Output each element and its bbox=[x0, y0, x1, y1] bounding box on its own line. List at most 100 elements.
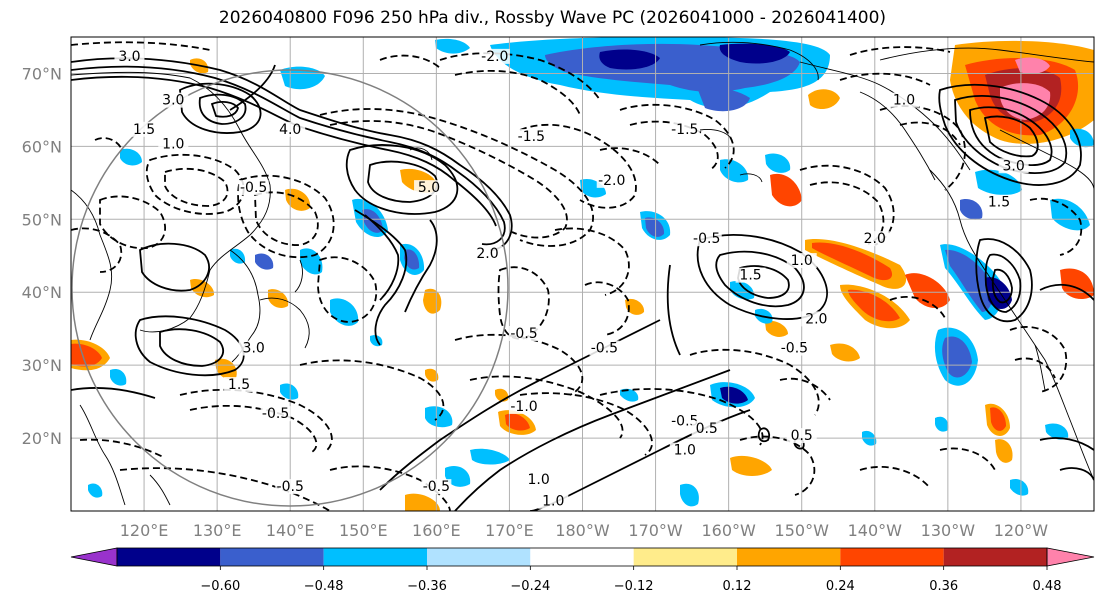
lon-tick-label: 130°E bbox=[193, 521, 242, 540]
wave-packet-circle bbox=[71, 69, 509, 507]
colorbar-segment bbox=[117, 548, 221, 566]
lat-tick-label: 60°N bbox=[22, 137, 62, 156]
contour-label: -0.5 bbox=[262, 406, 289, 422]
contour-label-bg bbox=[889, 92, 920, 108]
contour-label-bg bbox=[735, 267, 766, 283]
contour-label-bg bbox=[859, 231, 890, 247]
negative-contours bbox=[71, 41, 1083, 511]
colorbar-segment bbox=[943, 548, 1047, 566]
contour-label: -0.5 bbox=[423, 479, 450, 495]
contour-label-bg bbox=[984, 194, 1015, 210]
contour-label: -0.5 bbox=[671, 413, 698, 429]
contour-label: -1.5 bbox=[518, 129, 545, 145]
contour-label-bg bbox=[998, 158, 1029, 174]
colorbar-frame bbox=[116, 547, 1048, 567]
contour-label: 1.0 bbox=[893, 93, 915, 109]
figure-title: 2026040800 F096 250 hPa div., Rossby Wav… bbox=[218, 8, 887, 28]
contour-label-bg bbox=[786, 253, 817, 269]
colorbar-tick-label: −0.12 bbox=[614, 579, 654, 594]
colorbar-extend-min bbox=[70, 547, 118, 567]
lon-tick-label: 170°W bbox=[628, 521, 683, 540]
contour-label: -1.5 bbox=[671, 122, 698, 138]
contour-label: 1.0 bbox=[674, 443, 696, 459]
latitude-labels: 70°N 60°N 50°N 40°N 30°N 20°N bbox=[22, 64, 62, 448]
lat-tick-label: 50°N bbox=[22, 210, 62, 229]
contour-label-bg bbox=[472, 245, 503, 261]
contour-label: 1.5 bbox=[228, 377, 250, 393]
contour-label-bg bbox=[509, 398, 540, 414]
plot-frame bbox=[70, 36, 1095, 512]
contour-label-bg bbox=[158, 136, 189, 152]
colorbar-segment bbox=[427, 548, 531, 566]
lat-tick-label: 20°N bbox=[22, 429, 62, 448]
longitude-labels: 120°E 130°E 140°E 150°E 160°E 170°E 180°W 170°W… bbox=[120, 521, 1049, 540]
contour-label-bg bbox=[421, 479, 452, 495]
contour-label: 3.0 bbox=[118, 49, 140, 65]
colorbar-segment bbox=[737, 548, 841, 566]
contour-label: 1.5 bbox=[133, 122, 155, 138]
contour-label-bg bbox=[596, 172, 627, 188]
contour-label: 1.0 bbox=[162, 136, 184, 152]
contour-label: -0.5 bbox=[591, 341, 618, 357]
colorbar-segment bbox=[633, 548, 737, 566]
contour-label-bg bbox=[224, 377, 255, 393]
contour-label: 2.0 bbox=[805, 311, 827, 327]
contour-label: -0.5 bbox=[693, 231, 720, 247]
contour-label: 3.0 bbox=[243, 341, 265, 357]
contour-label: -2.0 bbox=[481, 49, 508, 65]
contour-label-bg bbox=[129, 121, 160, 137]
lon-tick-label: 160°W bbox=[701, 521, 756, 540]
colorbar-segment bbox=[530, 548, 634, 566]
lon-tick-label: 170°E bbox=[485, 521, 534, 540]
colorbar-segment bbox=[323, 548, 427, 566]
contour-label: 3.0 bbox=[162, 93, 184, 109]
colorbar-tick-label: −0.48 bbox=[304, 579, 344, 594]
colorbar-tick-label: −0.60 bbox=[200, 579, 240, 594]
lon-tick-label: 120°W bbox=[994, 521, 1049, 540]
contour-label-bg bbox=[158, 92, 189, 108]
colorbar-tick-label: 0.24 bbox=[826, 579, 855, 594]
contour-label-bg bbox=[779, 340, 810, 356]
contour-label-bg bbox=[589, 340, 620, 356]
contour-label: -2.0 bbox=[598, 173, 625, 189]
colorbar-tick-label: −0.24 bbox=[510, 579, 550, 594]
colorbar-tick-label: 0.36 bbox=[929, 579, 958, 594]
contour-label: 1.5 bbox=[739, 268, 761, 284]
contour-label-bg bbox=[669, 442, 700, 458]
contour-label-bg bbox=[414, 180, 445, 196]
contour-label-bg bbox=[538, 493, 569, 509]
contour-label: 5.0 bbox=[418, 180, 440, 196]
contour-label: 0.5 bbox=[696, 421, 718, 437]
positive-contours bbox=[71, 57, 1094, 511]
contour-label: 2.0 bbox=[864, 231, 886, 247]
lon-tick-label: 180°W bbox=[555, 521, 610, 540]
contour-label-bg bbox=[669, 121, 700, 137]
contour-label: 1.0 bbox=[528, 472, 550, 488]
contour-label: 2.0 bbox=[476, 246, 498, 262]
contour-label-bg bbox=[238, 340, 269, 356]
contour-label: -0.5 bbox=[781, 341, 808, 357]
colorbar-tick-label: −0.36 bbox=[407, 579, 447, 594]
lat-tick-label: 70°N bbox=[22, 64, 62, 83]
contour-label: -0.5 bbox=[240, 180, 267, 196]
lat-tick-label: 30°N bbox=[22, 356, 62, 375]
contour-label: 1.0 bbox=[542, 494, 564, 510]
colorbar: −0.60 −0.48 −0.36 −0.24 −0.12 0.12 0.24 0.36 0.4… bbox=[70, 547, 1095, 594]
lon-tick-label: 150°E bbox=[339, 521, 388, 540]
contour-label-bg bbox=[801, 311, 832, 327]
contour-label: -0.5 bbox=[277, 479, 304, 495]
lat-tick-label: 40°N bbox=[22, 283, 62, 302]
colorbar-segment bbox=[840, 548, 944, 566]
contour-label-bg bbox=[275, 479, 306, 495]
lon-tick-label: 130°W bbox=[921, 521, 976, 540]
contour-label-bg bbox=[786, 428, 817, 444]
contour-label: 1.0 bbox=[791, 253, 813, 269]
contour-label-bg bbox=[691, 420, 722, 436]
colorbar-tick-label: 0.48 bbox=[1033, 579, 1062, 594]
lon-tick-label: 140°W bbox=[848, 521, 903, 540]
contour-label: 0.5 bbox=[791, 428, 813, 444]
lon-tick-label: 160°E bbox=[412, 521, 461, 540]
contour-labels: 3.0 3.0 4.0 1.5 1.0 -0.5 5.0 2.0 -1.5 -2.0 -2.0 -1.… bbox=[114, 48, 1029, 510]
contour-label: 1.5 bbox=[988, 195, 1010, 211]
